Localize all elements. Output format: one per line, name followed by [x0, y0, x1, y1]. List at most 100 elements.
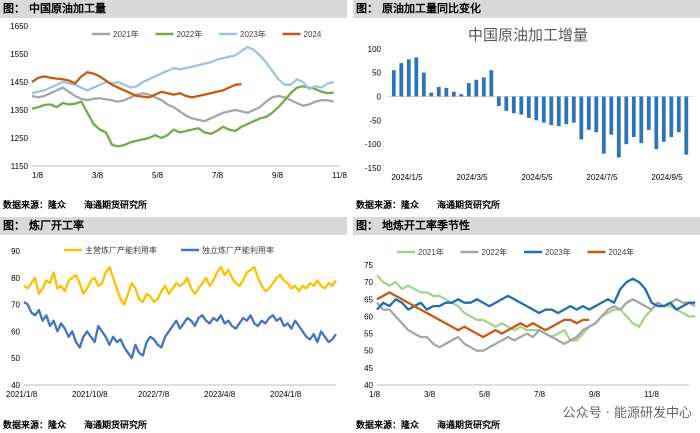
panel-crude-throughput: 图： 中国原油加工量 1150 1250 1350 1450 1550 1650 1/8 3/8… — [0, 0, 347, 216]
series-line — [23, 300, 337, 360]
chart-refinery-utilization: 40 50 60 70 80 90 2021/1/8 2021/10/8 2022/7/8 202… — [6, 245, 337, 399]
series-line — [31, 86, 335, 123]
bar — [436, 86, 441, 97]
bar — [594, 96, 599, 133]
x-tick-label: 2021/10/8 — [72, 390, 108, 399]
panel-title: 图： 地炼开工率季节性 — [353, 217, 700, 235]
bar — [624, 96, 629, 145]
y-tick-label: -100 — [365, 140, 382, 149]
x-tick-label: 1/8 — [369, 390, 381, 399]
x-tick-label: 3/8 — [424, 390, 436, 399]
x-tick-label: 1/8 — [32, 171, 44, 180]
series-line — [376, 277, 696, 315]
bar — [451, 91, 456, 97]
x-tick-label: 2024/3/5 — [456, 173, 488, 182]
bar — [421, 72, 426, 97]
x-tick-label: 2024/1/8 — [270, 390, 302, 399]
x-tick-label: 7/8 — [534, 390, 546, 399]
chart-throughput-yoy: 中国原油加工增量 -150 -100 -50 0 50 100 2024/1/5 2024/3/… — [365, 27, 693, 182]
bar — [541, 96, 546, 123]
y-tick-label: 50 — [372, 69, 381, 78]
bar — [579, 96, 584, 140]
x-tick-label: 2024/9/5 — [651, 173, 683, 182]
y-tick-label: 60 — [11, 327, 20, 336]
y-tick-label: 0 — [377, 92, 382, 101]
y-tick-label: 1250 — [10, 134, 28, 143]
bar — [631, 96, 636, 137]
y-tick-label: 50 — [364, 347, 373, 356]
bar — [616, 96, 621, 158]
x-tick-label: 2024/7/5 — [586, 173, 618, 182]
bar — [474, 79, 479, 97]
legend-label: 独立炼厂产能利用率 — [202, 245, 274, 255]
x-tick-label: 2024/5/5 — [521, 173, 553, 182]
bar — [684, 96, 689, 155]
series-line — [376, 298, 696, 352]
y-tick-label: 70 — [11, 301, 20, 310]
source-line: 数据来源：隆众 海通期货研究所 — [3, 201, 148, 211]
y-tick-label: 45 — [364, 364, 373, 373]
x-tick-label: 2021/1/8 — [6, 390, 38, 399]
series-line — [31, 45, 335, 95]
y-tick-label: 55 — [364, 330, 373, 339]
bar — [654, 96, 659, 149]
series-line — [31, 85, 334, 148]
bar — [489, 70, 494, 97]
y-tick-label: 100 — [368, 45, 382, 54]
y-tick-label: 1150 — [11, 162, 29, 171]
bar — [519, 96, 524, 115]
bar — [429, 92, 434, 97]
bar — [571, 96, 576, 123]
y-tick-label: 80 — [11, 274, 20, 283]
legend-label: 2022年 — [177, 29, 203, 39]
panel-throughput-yoy: 图： 原油加工量同比变化 中国原油加工增量 -150 -100 -50 0 50 100 202… — [353, 0, 700, 216]
y-tick-label: 1350 — [10, 106, 28, 115]
bar — [564, 96, 569, 125]
panel-title: 图： 炼厂开工率 — [0, 217, 347, 235]
y-tick-label: 60 — [364, 312, 373, 321]
x-tick-label: 11/8 — [644, 390, 660, 399]
bar — [391, 70, 396, 97]
x-tick-label: 5/8 — [479, 390, 491, 399]
panel-refinery-utilization: 图： 炼厂开工率 40 50 60 70 80 90 2021/1/8 2021/10/8 202… — [0, 217, 347, 433]
y-tick-label: 65 — [364, 295, 373, 304]
x-tick-label: 2024/1/5 — [391, 173, 423, 182]
y-tick-label: 90 — [11, 247, 20, 256]
bar — [646, 96, 651, 130]
bar — [676, 96, 681, 133]
chart-teapot-seasonality: 40 45 50 55 60 65 70 75 1/8 3/8 5/8 7/8 9/8 11/8 2021年… — [364, 247, 696, 399]
legend-label: 2023年 — [240, 29, 266, 39]
x-tick-label: 9/8 — [272, 171, 284, 180]
y-tick-label: 1650 — [10, 22, 28, 31]
bar — [609, 96, 614, 135]
bar — [481, 77, 486, 97]
series-line — [376, 274, 696, 342]
watermark: 公众号 · 能源研发中心 — [562, 406, 692, 421]
legend-label: 2024 — [304, 30, 322, 39]
bar — [586, 96, 591, 130]
y-tick-label: -150 — [365, 164, 382, 173]
y-tick-label: 75 — [364, 261, 373, 270]
bar — [504, 96, 509, 111]
series-line — [31, 71, 242, 99]
bar — [526, 96, 531, 118]
legend-label: 2024年 — [609, 247, 635, 257]
x-tick-label: 3/8 — [92, 171, 104, 180]
y-tick-label: 1550 — [10, 50, 28, 59]
y-tick-label: 1450 — [10, 78, 28, 87]
legend-label: 主营炼厂产能利用率 — [85, 245, 157, 255]
bar — [549, 96, 554, 126]
panel-title: 图： 原油加工量同比变化 — [353, 0, 700, 18]
y-tick-label: 40 — [11, 381, 20, 390]
bar — [406, 59, 411, 97]
panel-teapot-seasonality: 图： 地炼开工率季节性 40 45 50 55 60 65 70 75 1/8 3/8 5/8 7/8 9… — [353, 217, 700, 433]
bar — [466, 83, 471, 97]
bar — [639, 96, 644, 144]
x-tick-label: 2023/4/8 — [204, 390, 236, 399]
x-tick-label: 5/8 — [152, 171, 164, 180]
x-tick-label: 11/8 — [332, 171, 347, 180]
bar — [534, 96, 539, 121]
bar — [556, 96, 561, 127]
x-tick-label: 9/8 — [589, 390, 601, 399]
bar — [399, 63, 404, 97]
